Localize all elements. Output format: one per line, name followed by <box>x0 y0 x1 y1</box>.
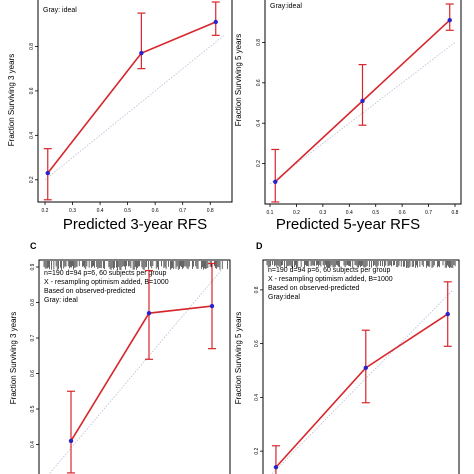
x-axis-label: Predicted 5-year RFS <box>276 216 420 233</box>
calibration-panel-3yr-validation: C n=190 d=94 p=6, 60 subjects per group … <box>9 241 231 474</box>
x-tick-label: 0.5 <box>124 208 131 214</box>
x-tick-label: 0.5 <box>372 210 379 216</box>
y-tick-label: 0.7 <box>30 334 36 341</box>
calibration-line <box>70 305 213 442</box>
observed-point <box>45 170 50 176</box>
panel-annotation: X - resampling optimism added, B=1000 <box>44 279 169 286</box>
axis-ticks: 0.2 0.4 0.6 0.8 0.2 0.3 0.4 0.5 0.6 0.7 0.8 <box>29 43 214 214</box>
panel-annotation: n=190 d=94 p=6, 60 subjects per group <box>44 270 167 277</box>
y-axis-label: Fraction Surviving 3 years <box>9 312 18 404</box>
plot-frame <box>38 259 231 474</box>
panel-annotation: Based on observed-predicted <box>268 285 360 292</box>
x-tick-label: 0.6 <box>399 210 406 216</box>
y-tick-label: 0.6 <box>256 79 262 86</box>
observed-point <box>360 98 365 104</box>
observed-point <box>447 17 452 23</box>
observed-point <box>363 365 368 371</box>
y-tick-label: 0.8 <box>29 43 35 50</box>
axis-ticks: 0.2 0.4 0.6 0.8 0.1 0.2 0.3 0.4 0.5 0.6 0.7 0.8 <box>256 39 459 216</box>
x-tick-label: 0.3 <box>319 210 326 216</box>
x-tick-label: 0.8 <box>207 208 214 214</box>
y-tick-label: 0.2 <box>254 447 260 454</box>
x-axis-label: Predicted 3-year RFS <box>63 216 207 233</box>
plot-marks <box>269 3 456 203</box>
x-tick-label: 0.2 <box>42 208 49 214</box>
x-tick-label: 0.2 <box>293 210 300 216</box>
plot-marks <box>48 262 225 474</box>
y-tick-label: 0.6 <box>30 370 36 377</box>
observed-point <box>68 438 74 444</box>
panel-letter: C <box>30 241 37 251</box>
y-tick-label: 0.9 <box>30 263 36 270</box>
y-tick-label: 0.6 <box>29 87 35 94</box>
observed-point <box>273 179 278 184</box>
observed-point <box>445 311 450 317</box>
ideal-line <box>271 289 454 474</box>
ideal-line <box>44 35 225 181</box>
panel-annotation: Gray: ideal <box>43 7 77 14</box>
axis-ticks: 0.2 0.4 0.6 0.8 <box>254 286 263 455</box>
calibration-panel-5yr-validation: D n=190 d=94 p=6, 60 subjects per group … <box>234 241 460 474</box>
y-tick-label: 0.2 <box>29 176 35 183</box>
panel-annotation: n=190 d=94 p=6, 60 subjects per group <box>268 267 391 274</box>
panel-annotation: Gray:ideal <box>270 3 302 10</box>
x-tick-label: 0.4 <box>346 210 353 216</box>
panel-annotation: Gray:ideal <box>268 294 300 301</box>
x-tick-label: 0.7 <box>179 208 186 214</box>
plot-frame <box>264 0 462 205</box>
y-tick-label: 0.4 <box>29 132 35 139</box>
y-tick-label: 0.4 <box>254 394 260 401</box>
observed-point <box>273 465 279 470</box>
panel-annotation: X - resampling optimism added, B=1000 <box>268 276 393 283</box>
y-tick-label: 0.5 <box>30 405 36 412</box>
calibration-line <box>47 21 217 174</box>
y-tick-label: 0.8 <box>256 39 262 46</box>
y-axis-label: Fraction Surviving 5 years <box>234 312 243 404</box>
calibration-line <box>275 313 449 468</box>
observed-point <box>139 50 144 56</box>
plot-frame <box>37 0 233 203</box>
plot-marks <box>43 1 225 201</box>
panel-annotation: Gray: ideal <box>44 297 78 304</box>
panel-annotation: Based on observed-predicted <box>44 288 136 295</box>
y-tick-label: 0.2 <box>256 160 262 167</box>
plot-marks <box>271 281 454 474</box>
rug-marks <box>266 261 456 268</box>
rug-marks <box>43 261 228 270</box>
x-tick-label: 0.1 <box>267 210 274 216</box>
y-axis-label: Fraction Surviving 5 years <box>234 34 243 126</box>
y-tick-label: 0.8 <box>254 286 260 293</box>
x-tick-label: 0.6 <box>152 208 159 214</box>
plot-frame <box>262 259 460 474</box>
panel-letter: D <box>256 241 263 251</box>
calibration-panel-3yr-training: Gray: ideal Fraction Surviving 3 years P… <box>7 0 233 233</box>
x-tick-label: 0.7 <box>425 210 432 216</box>
observed-point <box>213 19 218 25</box>
calibration-panel-5yr-training: Gray:ideal Fraction Surviving 5 years Pr… <box>234 0 462 233</box>
y-tick-label: 0.6 <box>254 340 260 347</box>
y-tick-label: 0.4 <box>30 441 36 448</box>
ideal-line <box>48 266 225 474</box>
observed-point <box>209 303 215 309</box>
x-tick-label: 0.4 <box>97 208 104 214</box>
y-tick-label: 0.4 <box>256 120 262 127</box>
observed-point <box>146 310 152 316</box>
y-axis-label: Fraction Surviving 3 years <box>7 54 16 146</box>
axis-ticks: 0.4 0.5 0.6 0.7 0.8 0.9 <box>30 263 39 448</box>
x-tick-label: 0.8 <box>452 210 459 216</box>
x-tick-label: 0.3 <box>69 208 76 214</box>
y-tick-label: 0.8 <box>30 299 36 306</box>
